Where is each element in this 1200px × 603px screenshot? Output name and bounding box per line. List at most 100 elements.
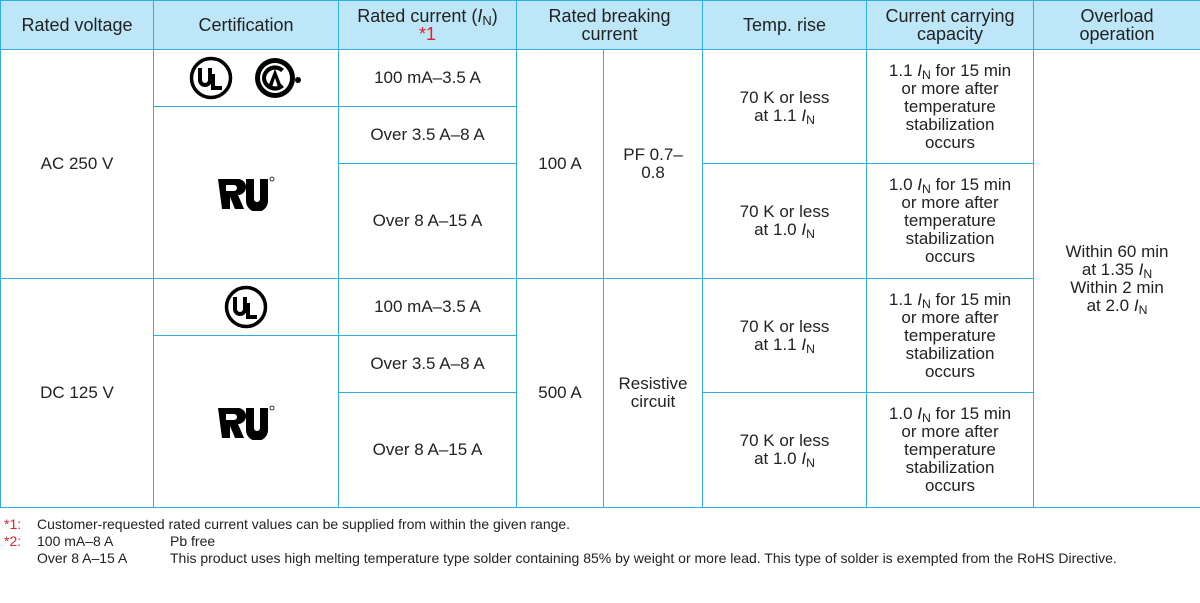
csa-logo (255, 58, 302, 98)
row: Over 3.5 A–8 A (1, 106, 1200, 279)
italic-symbol: I (1133, 295, 1139, 315)
footnote-range: 100 mA–8 A (37, 533, 114, 549)
italic-symbol: I (1138, 259, 1144, 279)
condition-cell: Resistive circuit (602, 278, 704, 508)
capacity-cell: 1.1 IN for 15 min or more after temperatur… (866, 49, 1035, 164)
text-part: Within 60 min (1065, 241, 1169, 261)
text-part: stabilization (905, 343, 995, 363)
text-part: at 1.1 (754, 105, 802, 125)
subscript: N (921, 411, 931, 426)
text-part: temperature (904, 325, 996, 345)
row: Over 8 A–15 A 70 K or less at 1.0 IN 1.0 … (1, 163, 1200, 279)
italic-symbol: I (917, 289, 922, 309)
text-part: stabilization (905, 229, 995, 248)
row: AC 250 V 100 mA–3.5 A 100 A PF 0.7–0.8 7… (0, 49, 1200, 508)
text-line: 70 K or less (709, 432, 860, 450)
italic-symbol: I (917, 60, 922, 80)
text-part: at 1.1 (754, 334, 802, 354)
text-part: for 15 min (930, 289, 1012, 309)
text-part: Within 2 min (1070, 277, 1164, 297)
subscript: N (482, 13, 492, 29)
text-part: temperature (904, 96, 996, 116)
footnote-mark: *1: (4, 516, 22, 532)
header-cell: Certification (153, 0, 339, 50)
subscript: N (921, 182, 931, 197)
text-line: 1.0 IN for 15 min (873, 175, 1027, 197)
italic-symbol: I (801, 334, 807, 354)
text-line: or more after (873, 307, 1027, 327)
ul-logo (224, 285, 268, 329)
text-line: at 1.0 IN (709, 450, 860, 471)
overload-cell: Within 60 min at 1.35 IN Within 2 min at 2.… (1033, 49, 1200, 508)
text-line: temperature (873, 441, 1027, 459)
text-line: or more after (873, 194, 1027, 212)
header-cell: Overload operation (1033, 0, 1200, 50)
subscript: N (1143, 266, 1153, 281)
text-line: 70 K or less (709, 316, 860, 336)
text-part: or more after (901, 78, 999, 98)
text-part: 1.1 (888, 60, 918, 80)
text-line: at 1.0 IN (709, 220, 860, 242)
header-cell: Rated breaking current (515, 0, 704, 50)
capacity-cell: 1.1 IN for 15 min or more after temperatur… (866, 278, 1035, 393)
italic-symbol: I (477, 6, 483, 26)
text-line: occurs (873, 248, 1027, 266)
text-line: *1 (345, 25, 510, 43)
row: Over 3.5 A–8 A (1, 335, 1200, 508)
subscript: N (806, 112, 815, 127)
subscript: N (921, 67, 931, 82)
text-part: 1.1 (888, 289, 918, 309)
cert-cell (153, 49, 339, 107)
text-part: occurs (924, 361, 976, 381)
text-part: occurs (924, 132, 976, 152)
text-part: 70 K or less (739, 431, 830, 450)
text-line: or more after (873, 78, 1027, 98)
temp-cell: 70 K or less at 1.0 IN (702, 163, 868, 279)
note-mark: *1 (418, 24, 436, 44)
italic-symbol: I (917, 404, 922, 423)
italic-symbol: I (801, 220, 807, 239)
text-line: 1.1 IN for 15 min (873, 60, 1027, 82)
recognized-logo (218, 176, 275, 211)
text-part: 70 K or less (739, 316, 830, 336)
row: Over 8 A–15 A 70 K or less at 1.0 IN 1.0 … (1, 392, 1200, 508)
header-cell: Temp. rise (702, 0, 868, 50)
text-line: 70 K or less (709, 88, 860, 107)
ul-logo (189, 56, 232, 100)
text-line: 1.1 IN for 15 min (873, 289, 1027, 310)
text-line: Within 60 min (1040, 241, 1194, 261)
footnotes: *1: Customer-requested rated current val… (4, 516, 1196, 567)
voltage-cell: DC 125 V (0, 278, 154, 508)
text-line: at 1.35 IN (1040, 259, 1194, 281)
text-part: for 15 min (930, 175, 1012, 194)
subscript: N (1138, 302, 1148, 317)
recognized-logo (218, 405, 275, 440)
header-cell: Rated current (IN) *1 (338, 0, 517, 50)
text-line: occurs (873, 361, 1027, 381)
text-part: or more after (901, 307, 999, 327)
cert-cell (153, 335, 339, 508)
current-cell: Over 3.5 A–8 A (338, 335, 517, 393)
text-part: stabilization (905, 114, 995, 134)
text-part: stabilization (905, 458, 995, 477)
text-line: temperature (873, 325, 1027, 345)
text-line: 1.0 IN for 15 min (873, 404, 1027, 426)
footnote-text: Customer-requested rated current values … (37, 516, 571, 532)
current-cell: 100 mA–3.5 A (338, 278, 517, 336)
subscript: N (806, 227, 815, 242)
text-part: Rated current ( (357, 6, 478, 26)
capacity-cell: 1.0 IN for 15 min or more after temperatur… (866, 163, 1035, 279)
header-cell: Current carrying capacity (866, 0, 1035, 50)
cert-cell (153, 106, 339, 279)
text-part: 1.0 (888, 175, 918, 194)
text-part: or more after (901, 422, 999, 441)
temp-cell: 70 K or less at 1.1 IN (702, 278, 868, 393)
footnote-text: Pb free (170, 533, 216, 549)
footnote: *2: 100 mA–8 A Pb free (4, 533, 1196, 550)
text-line: Within 2 min (1040, 277, 1194, 297)
subscript: N (806, 456, 815, 471)
text-line: temperature (873, 96, 1027, 116)
text-part: ) (491, 6, 498, 26)
